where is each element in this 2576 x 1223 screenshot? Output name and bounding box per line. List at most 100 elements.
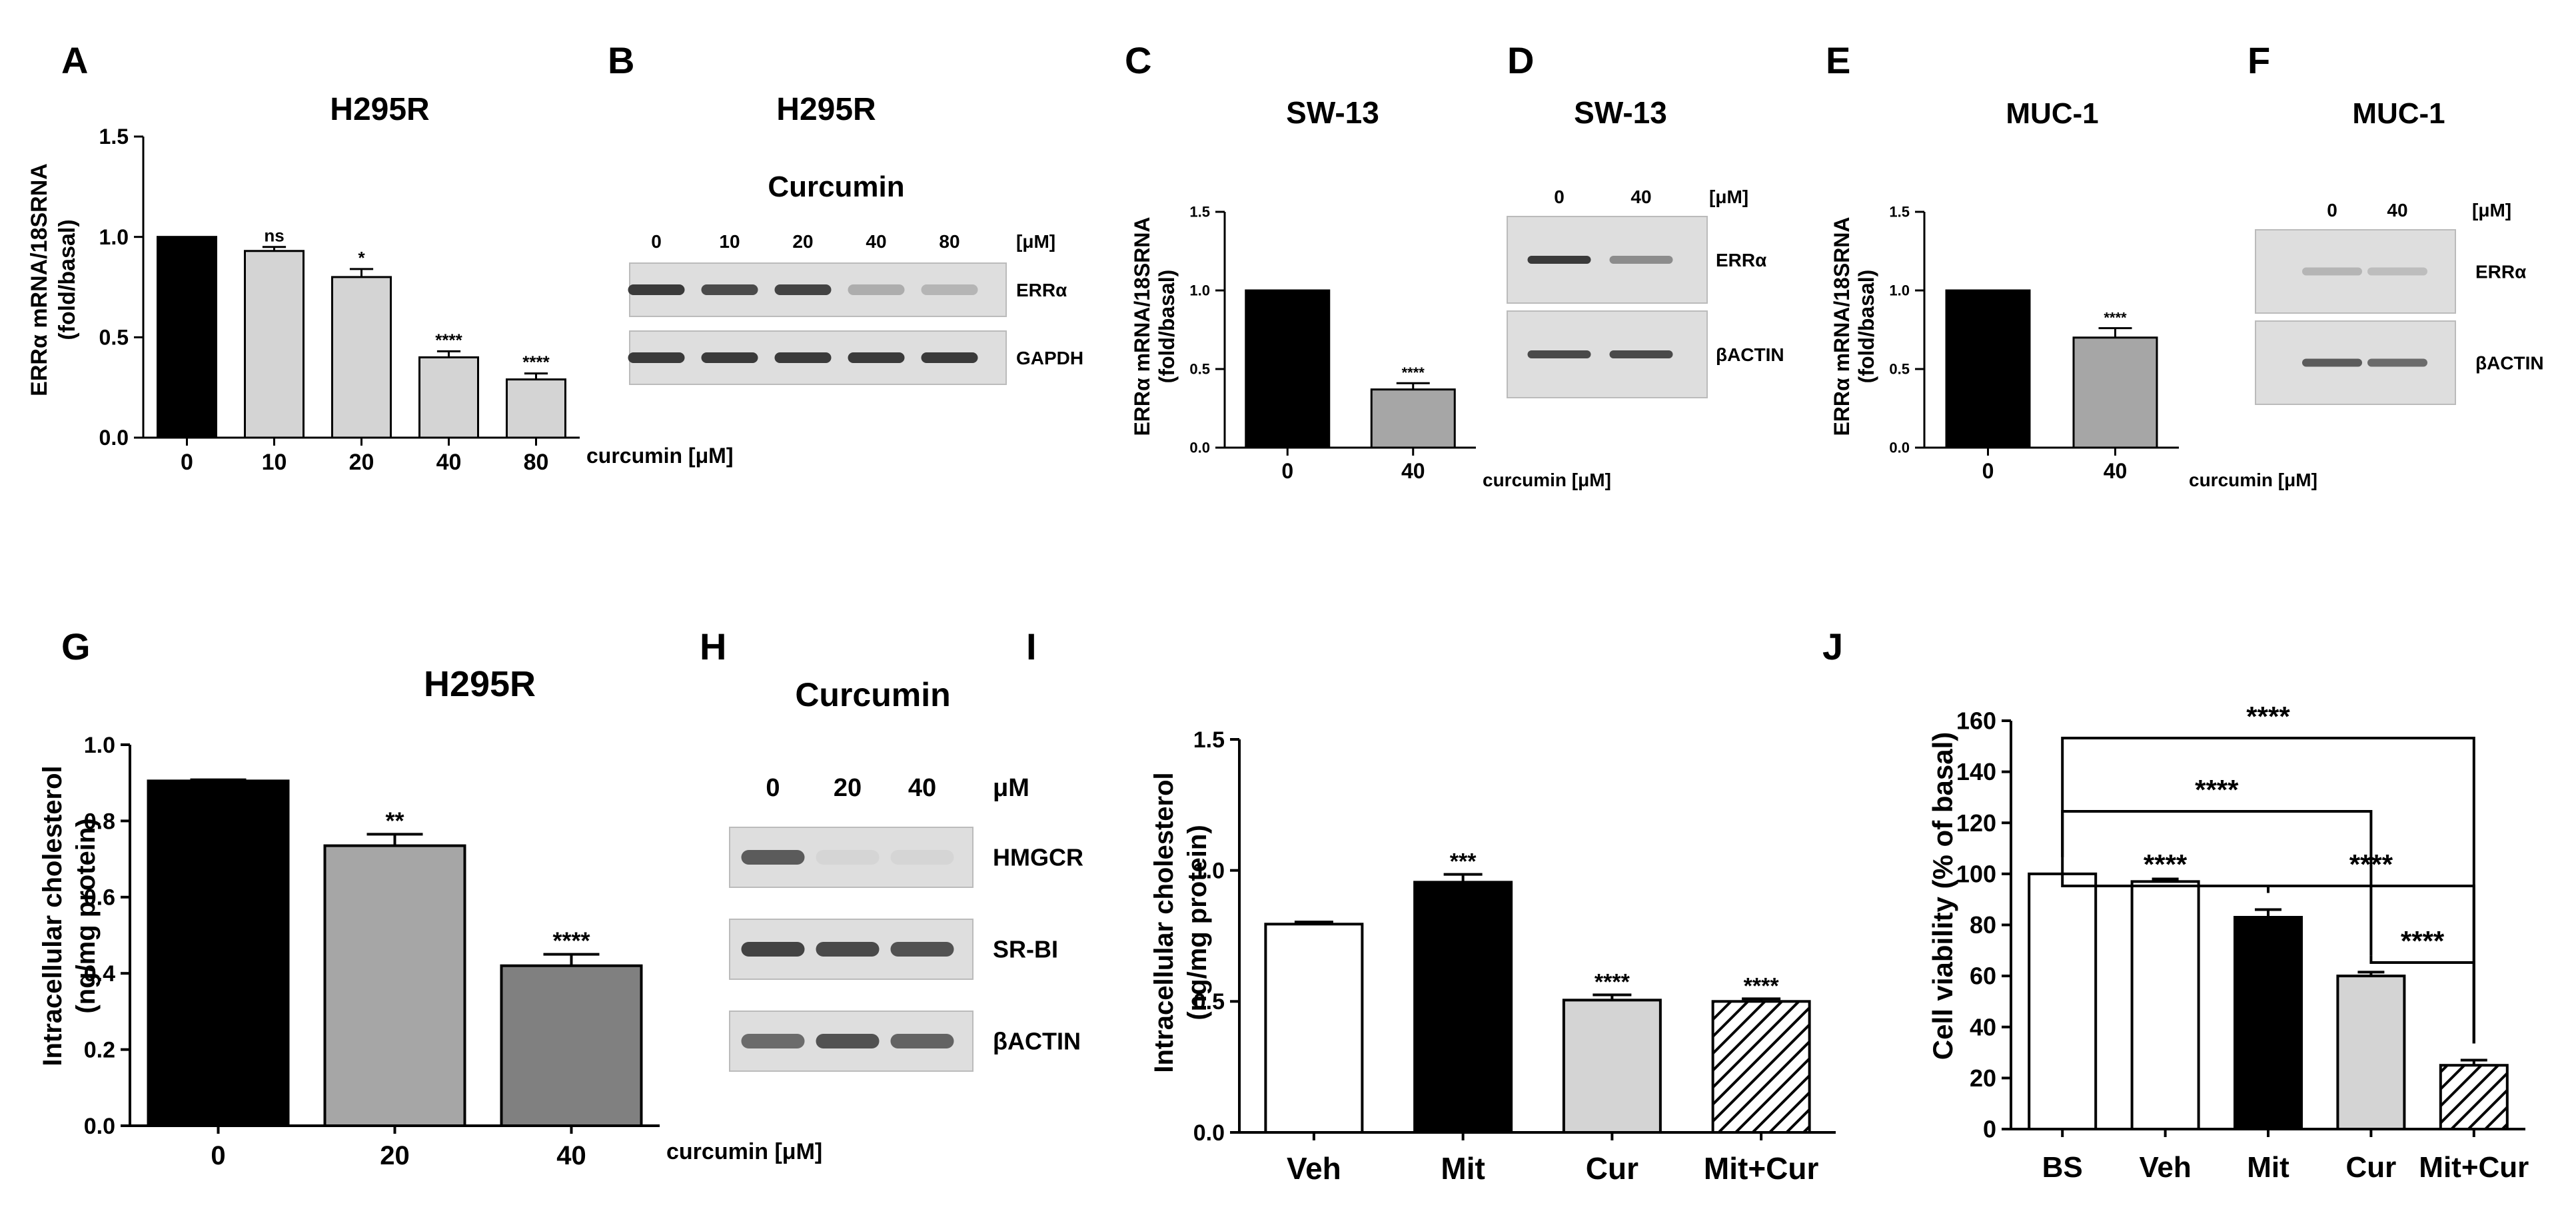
chart-j-comparison-label: ****: [2195, 774, 2239, 805]
blot-d-band: [1609, 256, 1673, 264]
chart-j-comparison-label: ****: [2246, 701, 2290, 732]
blot-b-band: [701, 284, 758, 295]
chart-i-significance-label: ***: [1450, 849, 1477, 875]
panel-g-xlabel: curcumin [μM]: [666, 1139, 822, 1164]
panel-c-ylabel: ERRα mRNA/18SRNA: [1130, 216, 1154, 436]
chart-e-category-label: 40: [2104, 459, 2128, 483]
chart-a-bar: [506, 378, 566, 439]
chart-a-ytick-label: 1.5: [99, 125, 129, 149]
panel-e-title: MUC-1: [2006, 97, 2098, 130]
chart-a-significance-label: *: [358, 248, 365, 268]
blot-f-row-label: ERRα: [2475, 261, 2526, 282]
chart-a-category-label: 20: [349, 450, 374, 475]
blot-f-band: [2367, 267, 2427, 276]
blot-d-row-label: ERRα: [1716, 250, 1766, 270]
chart-a-ytick-label: 0.0: [99, 426, 129, 450]
panel-a-title: H295R: [330, 92, 429, 127]
chart-i-significance-label: ****: [1744, 973, 1780, 999]
blot-d-unit-label: [μM]: [1709, 187, 1748, 207]
panel-h-letter: H: [700, 625, 726, 667]
chart-j-category-label: Cur: [2346, 1151, 2397, 1184]
chart-c-ytick-label: 0.5: [1189, 361, 1210, 378]
blot-f: 0 40 [μM] ERRα βACTIN: [2255, 200, 2544, 405]
blot-b-band: [774, 284, 832, 295]
chart-a-category-label: 10: [262, 450, 287, 475]
blot-h-band: [741, 942, 805, 957]
chart-j-comparison-bracket: [2061, 810, 2373, 956]
chart-j-ytick-label: 100: [1956, 860, 1996, 887]
blot-d-band: [1527, 350, 1591, 358]
blot-b-band: [921, 352, 978, 363]
chart-a-bar: [157, 236, 217, 439]
chart-g-ytick-label: 1.0: [84, 733, 115, 758]
blot-h-lane-label: 40: [908, 774, 936, 802]
panel-i-letter: I: [1026, 625, 1037, 667]
chart-g-ytick-label: 0.2: [84, 1038, 115, 1063]
chart-g-category-label: 20: [380, 1141, 410, 1170]
chart-e: 0.0 0.5 1.0 1.5 0 40 ****: [1889, 204, 2179, 483]
panel-b-subtitle: Curcumin: [768, 171, 904, 203]
blot-b-band: [848, 284, 905, 295]
chart-j-ytick-label: 20: [1970, 1064, 1996, 1092]
chart-a-category-label: 0: [181, 450, 193, 475]
blot-b-row-label: ERRα: [1016, 280, 1067, 300]
blot-f-band: [2302, 267, 2362, 276]
chart-j-ytick-label: 160: [1956, 707, 1996, 735]
chart-c-ytick-label: 1.0: [1189, 282, 1210, 299]
chart-a-ytick-label: 0.5: [99, 326, 129, 350]
blot-h-unit-label: μM: [993, 774, 1029, 802]
chart-i-category-label: Veh: [1287, 1151, 1341, 1186]
blot-f-lane-label: 0: [2327, 200, 2337, 220]
panel-g-letter: G: [61, 625, 91, 667]
blot-h-lane-label: 20: [834, 774, 862, 802]
chart-g: 0.0 0.2 0.4 0.6 0.8 1.0 0 20 ** 40 ****: [84, 733, 660, 1170]
chart-c-ytick-label: 0.0: [1189, 440, 1210, 456]
panel-c-xlabel: curcumin [μM]: [1483, 470, 1611, 490]
blot-h-row-label: βACTIN: [993, 1028, 1081, 1055]
chart-j-bar: [2234, 916, 2303, 1130]
chart-i-significance-label: ****: [1595, 970, 1630, 995]
blot-b-band: [628, 284, 685, 295]
chart-i-ytick-label: 1.5: [1193, 727, 1225, 753]
chart-j-category-label: Mit+Cur: [2419, 1151, 2529, 1184]
chart-c-bar: [1245, 289, 1331, 449]
chart-c: 0.0 0.5 1.0 1.5 0 40 ****: [1189, 204, 1476, 483]
chart-g-ytick-label: 0.4: [84, 961, 115, 987]
panel-b-letter: B: [608, 39, 634, 81]
panel-d-title: SW-13: [1574, 95, 1667, 130]
blot-h-row-label: SR-BI: [993, 936, 1058, 963]
chart-e-bar: [2072, 336, 2158, 449]
chart-j-comparison-label: ****: [2401, 925, 2445, 957]
chart-i-bar: [1562, 999, 1662, 1134]
blot-h-band: [816, 1034, 880, 1048]
blot-b-band: [921, 284, 978, 295]
blot-h-band: [741, 1034, 805, 1048]
blot-b: 0 10 20 40 80 [μM] ERRα GAPDH: [628, 231, 1083, 385]
blot-h-band: [890, 1034, 954, 1048]
chart-g-category-label: 0: [211, 1141, 225, 1170]
panel-d-letter: D: [1507, 39, 1534, 81]
blot-f-row-label: βACTIN: [2475, 352, 2544, 373]
chart-e-significance-label: ****: [2104, 310, 2127, 326]
panel-a-xlabel: curcumin [μM]: [586, 444, 733, 468]
blot-f-band: [2302, 358, 2362, 367]
chart-j: 0 20 40 60 80 100 120 140 160 BS Veh Mit Cur Mit+Cur *…: [1956, 701, 2529, 1184]
chart-j-ytick-label: 120: [1956, 809, 1996, 837]
blot-d-row-label: βACTIN: [1716, 344, 1784, 365]
chart-c-category-label: 40: [1401, 459, 1425, 483]
chart-c-significance-label: ****: [1402, 364, 1425, 381]
panel-j-ylabel: Cell viability (% of basal): [1927, 732, 1958, 1060]
chart-j-comparison-label: ****: [2144, 849, 2188, 880]
blot-b-band: [848, 352, 905, 363]
chart-j-bar: [2130, 880, 2200, 1131]
panel-a-letter: A: [61, 39, 88, 81]
panel-c-letter: C: [1125, 39, 1151, 81]
blot-f-unit-label: [μM]: [2472, 200, 2511, 220]
panel-c-ylabel2: (fold/basal): [1155, 270, 1179, 384]
panel-e-letter: E: [1826, 39, 1850, 81]
blot-f-band: [2367, 358, 2427, 367]
chart-j-category-label: BS: [2042, 1151, 2083, 1184]
chart-i-ytick-label: 1.0: [1193, 859, 1225, 884]
